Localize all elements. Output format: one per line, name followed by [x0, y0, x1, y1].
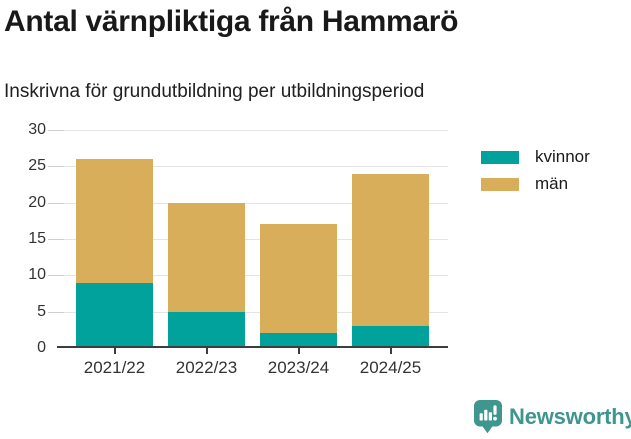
bar-2022/23 [168, 202, 245, 348]
y-axis-label-0: 0 [37, 339, 46, 356]
bar-segment-män-2024/25 [352, 173, 429, 327]
x-tick-2022/23 [205, 348, 208, 354]
x-axis-line [57, 346, 448, 348]
x-axis-label-2022/23: 2022/23 [175, 358, 238, 377]
gridline-y-25 [57, 166, 448, 168]
gridline-y-20 [57, 202, 448, 204]
chart-title: Antal värnpliktiga från Hammarö [4, 5, 459, 38]
y-tick-15 [48, 239, 64, 240]
x-tick-2024/25 [389, 348, 392, 354]
gridline-y-10 [57, 275, 448, 277]
bar-2023/24 [260, 224, 337, 348]
legend-swatch-kvinnor [481, 150, 519, 164]
bar-2021/22 [76, 159, 153, 348]
y-axis-label-10: 10 [28, 266, 46, 284]
bar-segment-kvinnor-2024/25 [352, 326, 429, 348]
gridline-y-15 [57, 239, 448, 240]
legend-label-kvinnor: kvinnor [535, 147, 590, 166]
bar-segment-kvinnor-2022/23 [168, 311, 245, 348]
bar-segment-kvinnor-2023/24 [260, 333, 337, 348]
newsworthy-wordmark: Newsworthy [509, 404, 631, 429]
y-axis-label-15: 15 [28, 230, 46, 247]
y-tick-30 [48, 130, 64, 131]
plot-area [48, 130, 448, 354]
legend-item-kvinnor: kvinnor [481, 147, 590, 167]
y-axis-label-25: 25 [28, 157, 46, 175]
bar-chart-speech-bubble-icon [474, 400, 502, 434]
legend-swatch-män [481, 177, 519, 191]
y-tick-25 [48, 166, 64, 168]
y-axis-label-5: 5 [37, 302, 46, 320]
bar-segment-kvinnor-2021/22 [76, 282, 153, 348]
bar-segment-män-2023/24 [260, 224, 337, 334]
x-axis-label-2023/24: 2023/24 [267, 358, 330, 377]
x-tick-2021/22 [113, 348, 116, 354]
chart-subtitle: Inskrivna för grundutbildning per utbild… [4, 81, 425, 102]
y-axis-labels: 0 5 10 15 20 25 30 [0, 121, 46, 356]
gridline-y-5 [57, 311, 448, 313]
y-axis-label-30: 30 [28, 121, 46, 138]
bar-2024/25 [352, 173, 429, 348]
legend-item-män: män [481, 174, 590, 194]
gridline-y-30 [57, 130, 448, 131]
bar-segment-män-2022/23 [168, 202, 245, 312]
x-axis-label-2024/25: 2024/25 [359, 358, 422, 377]
chart-legend: kvinnor män [481, 147, 590, 201]
y-tick-10 [48, 275, 64, 277]
y-tick-5 [48, 311, 64, 313]
newsworthy-logo: Newsworthy [474, 400, 631, 434]
bar-segment-män-2021/22 [76, 159, 153, 283]
x-axis-label-2021/22: 2021/22 [83, 358, 146, 377]
y-axis-label-20: 20 [28, 193, 46, 211]
legend-label-män: män [535, 174, 569, 193]
x-axis-labels: 2021/22 2022/23 2023/24 2024/25 [57, 358, 448, 382]
x-tick-2023/24 [297, 348, 300, 354]
y-tick-20 [48, 202, 64, 204]
